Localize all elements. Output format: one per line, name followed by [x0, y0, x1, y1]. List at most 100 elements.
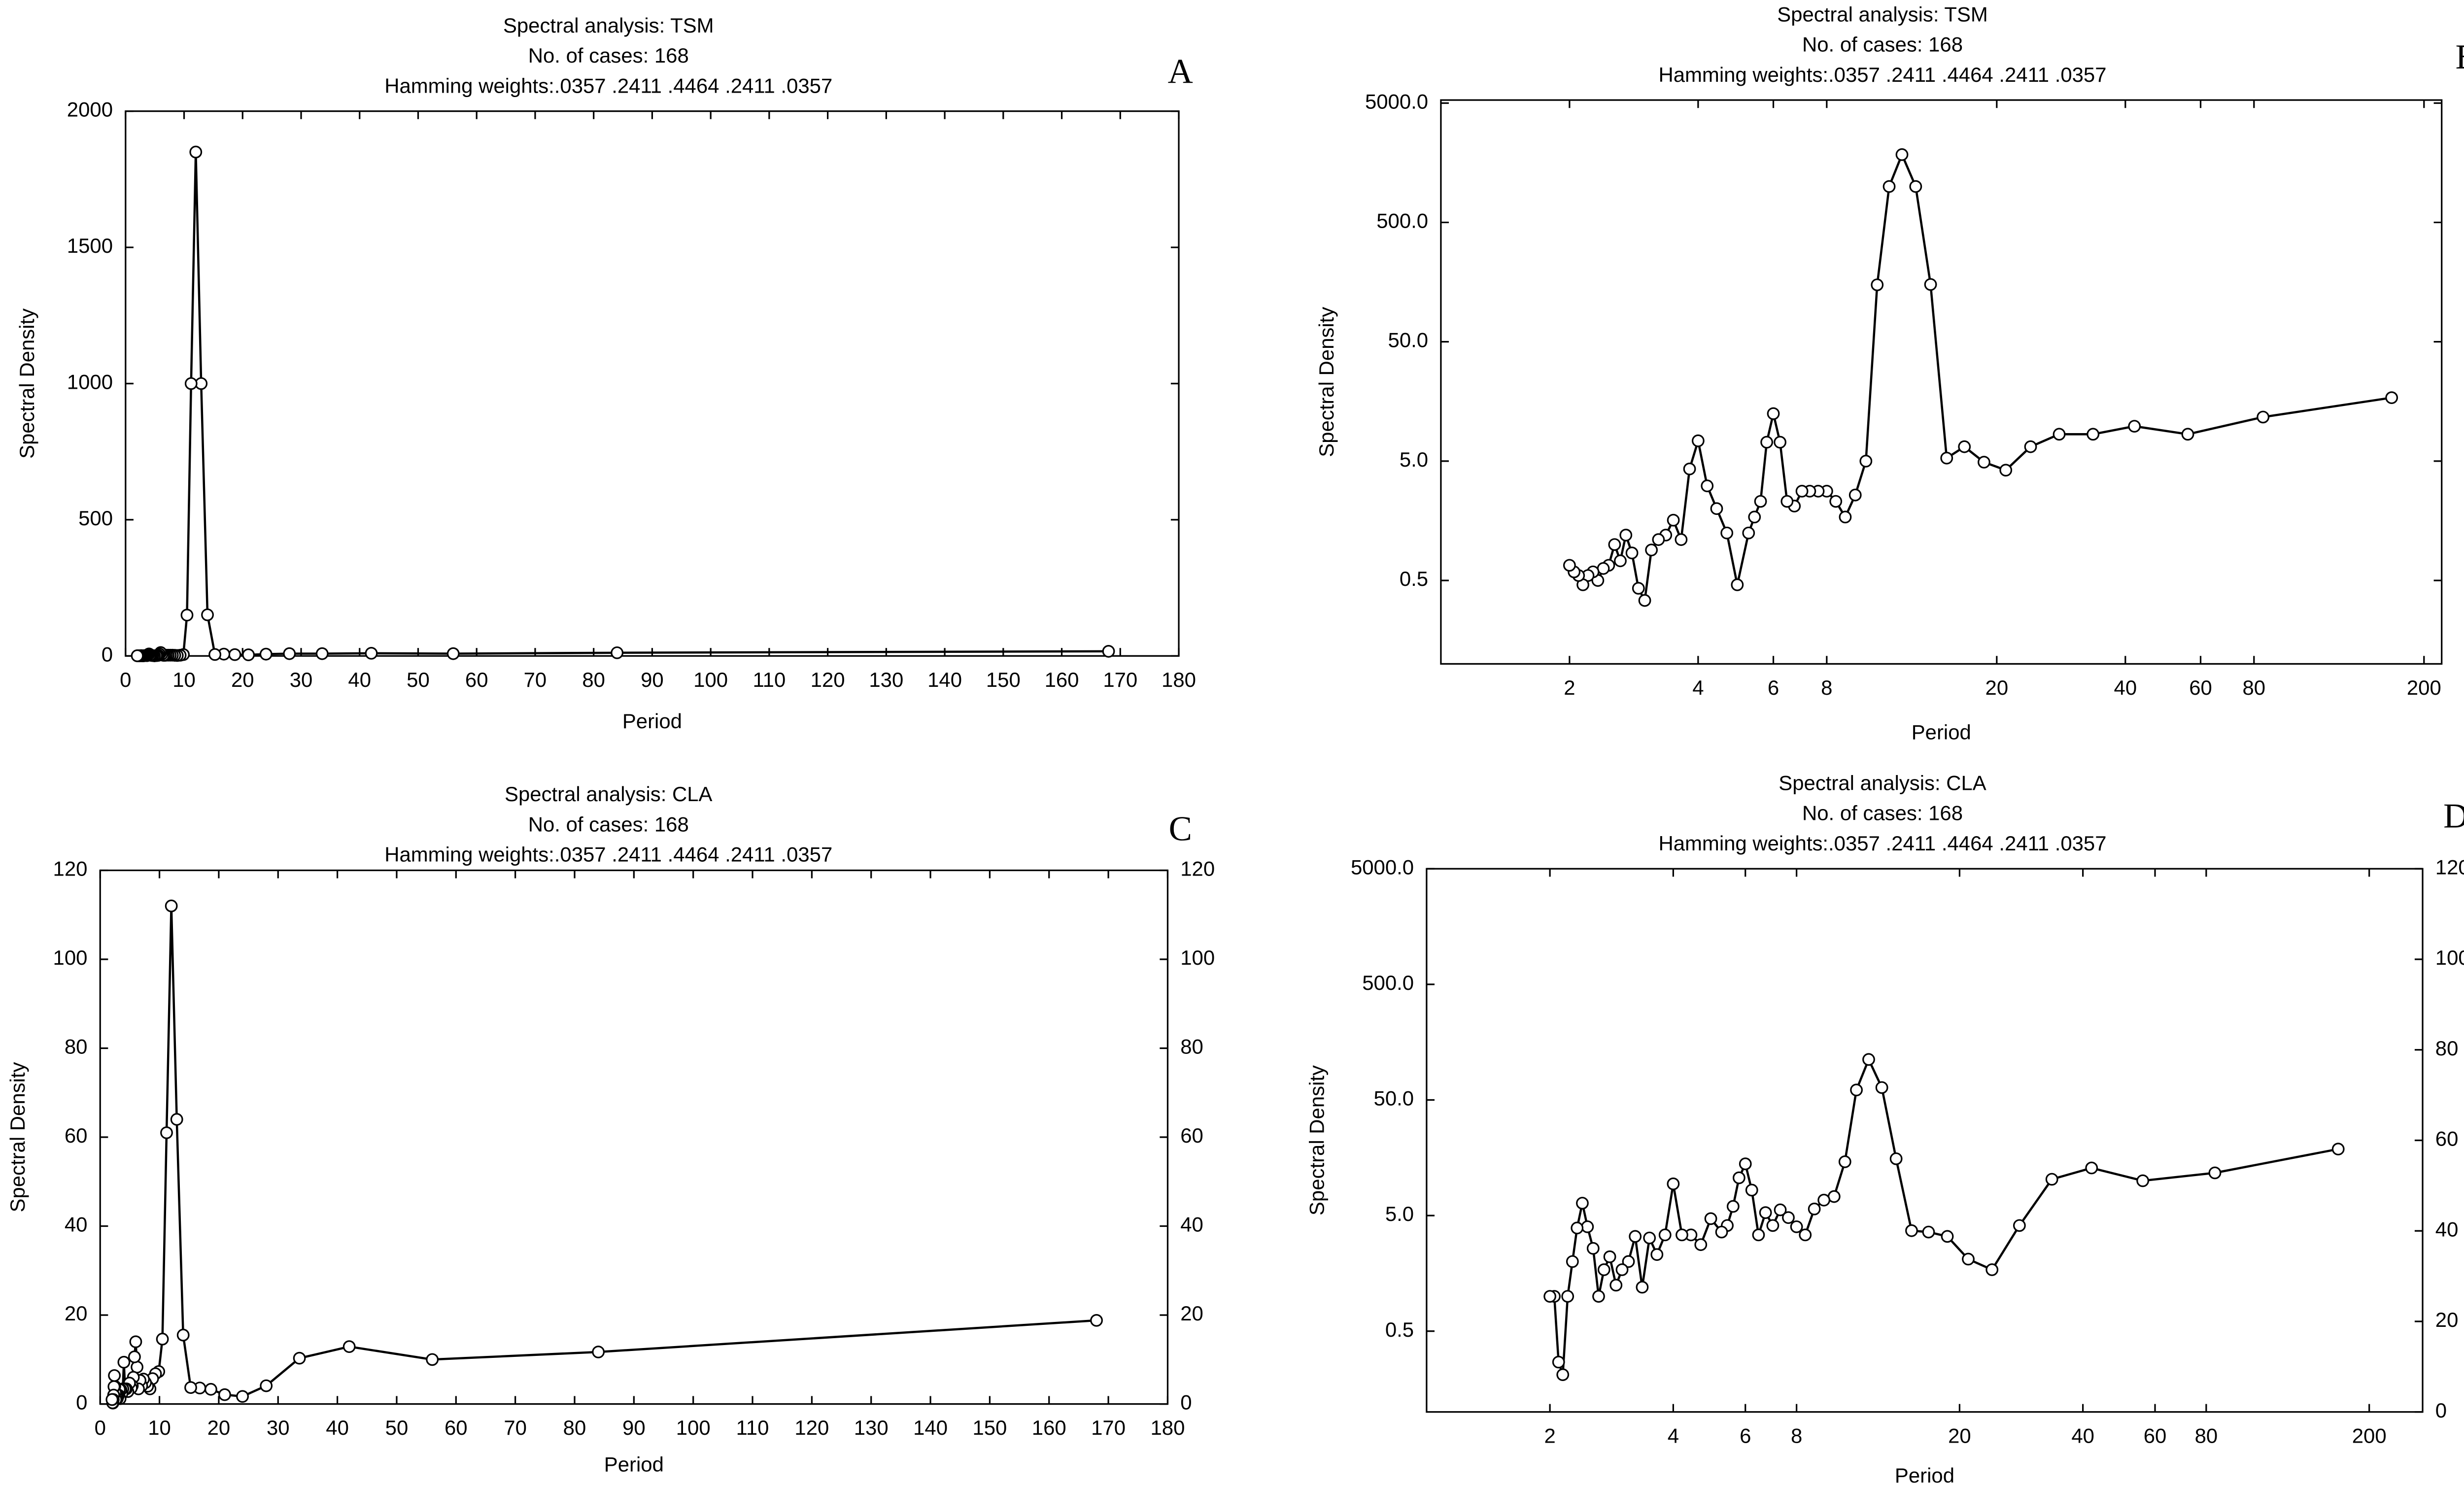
y-tick-label: 100 [53, 946, 88, 969]
data-point [1645, 543, 1658, 557]
data-point [1739, 1157, 1752, 1171]
data-point [201, 608, 214, 621]
data-point [1745, 1183, 1758, 1197]
x-tick-label: 130 [869, 668, 903, 691]
chart-annotation: Hamming weights:.0357 .2411 .4464 .2411 … [1659, 832, 2107, 855]
x-tick-label: 170 [1103, 668, 1137, 691]
x-tick-label: 140 [927, 668, 962, 691]
x-tick-label: 6 [1740, 1424, 1751, 1447]
y-axis-label: Spectral Density [6, 1062, 29, 1212]
data-point [426, 1353, 439, 1366]
data-point [365, 647, 378, 660]
y-tick-label: 120 [53, 857, 88, 880]
data-point [228, 648, 241, 661]
data-point [1895, 148, 1909, 161]
y-tick-label: 1000 [67, 371, 113, 394]
data-point [283, 647, 296, 660]
data-point [1586, 1242, 1600, 1255]
data-point [2208, 1166, 2222, 1180]
chart-annotation: Hamming weights:.0357 .2411 .4464 .2411 … [1659, 63, 2107, 86]
data-point [1850, 1083, 1863, 1097]
chart-annotation: Hamming weights:.0357 .2411 .4464 .2411 … [384, 843, 832, 866]
x-tick-label: 90 [622, 1416, 646, 1439]
data-point [1643, 1231, 1656, 1245]
x-tick-label: 60 [2144, 1424, 2167, 1447]
x-tick-label: 70 [504, 1416, 527, 1439]
data-point [342, 1340, 356, 1353]
x-tick-label: 130 [854, 1416, 889, 1439]
x-tick-label: 20 [207, 1416, 231, 1439]
data-point [2136, 1174, 2150, 1187]
data-point [2128, 420, 2141, 433]
y-axis-label: Spectral Density [1315, 307, 1338, 457]
y-tick-label: 20 [65, 1302, 88, 1325]
data-point [2024, 440, 2037, 453]
chart-subtitle: No. of cases: 168 [528, 44, 689, 67]
data-point [1889, 1152, 1903, 1165]
data-point [1940, 451, 1953, 465]
data-point [236, 1390, 249, 1403]
panel-label: C [1169, 810, 1192, 848]
data-point [2045, 1173, 2058, 1186]
y2-tick-label: 20 [2435, 1308, 2459, 1331]
y-axis-label: Spectral Density [1305, 1065, 1329, 1215]
data-point [1576, 1197, 1589, 1210]
data-point [1694, 1238, 1708, 1251]
y2-tick-label: 20 [1180, 1302, 1203, 1325]
y-axis-label: Spectral Density [15, 308, 38, 459]
data-point [1609, 1279, 1623, 1292]
x-tick-label: 10 [172, 668, 196, 691]
x-axis-label: Period [1912, 720, 1971, 743]
data-point [1704, 1212, 1717, 1225]
data-point [259, 647, 273, 661]
y-tick-label: 5.0 [1385, 1202, 1414, 1225]
data-point [592, 1346, 605, 1358]
x-tick-label: 40 [326, 1416, 349, 1439]
x-tick-label: 30 [290, 668, 313, 691]
x-tick-label: 2 [1544, 1424, 1555, 1447]
x-tick-label: 50 [385, 1416, 409, 1439]
data-point [611, 646, 624, 659]
data-point [1748, 510, 1761, 524]
x-tick-label: 100 [693, 668, 728, 691]
x-tick-label: 6 [1768, 676, 1779, 699]
y-tick-label: 0 [102, 642, 113, 666]
x-tick-label: 70 [524, 668, 547, 691]
data-point [184, 377, 198, 390]
data-point [1683, 462, 1696, 475]
data-point [156, 1332, 169, 1346]
data-point [1614, 554, 1627, 568]
x-tick-label: 4 [1668, 1424, 1679, 1447]
y-tick-label: 2000 [67, 98, 113, 121]
data-point [2053, 428, 2066, 441]
y-tick-label: 5.0 [1400, 448, 1428, 471]
panel-label: B [2456, 38, 2464, 76]
data-point [1838, 1155, 1851, 1168]
data-point [1543, 1290, 1557, 1303]
x-tick-label: 20 [1948, 1424, 1971, 1447]
panel-label: A [1168, 52, 1193, 91]
data-point [2385, 391, 2398, 405]
x-tick-label: 60 [465, 668, 488, 691]
y2-tick-label: 60 [2435, 1127, 2459, 1150]
x-tick-label: 2 [1564, 676, 1575, 699]
data-point [1675, 533, 1688, 546]
x-tick-label: 20 [231, 668, 254, 691]
x-tick-label: 160 [1045, 668, 1079, 691]
data-point [1701, 479, 1714, 493]
data-point [2257, 410, 2270, 424]
data-point [1962, 1252, 1975, 1266]
data-point [108, 1369, 121, 1382]
data-point [1552, 1355, 1565, 1369]
chart-title: Spectral analysis: CLA [505, 782, 712, 806]
data-point [1691, 434, 1705, 447]
y-tick-label: 50.0 [1388, 329, 1429, 352]
y2-tick-label: 0 [2435, 1399, 2447, 1422]
data-point [1754, 495, 1767, 508]
y-tick-label: 500.0 [1362, 971, 1414, 994]
y-tick-label: 0.5 [1400, 567, 1428, 590]
data-point [170, 1113, 183, 1126]
plot-frame [99, 869, 1169, 1405]
data-point [1731, 578, 1744, 591]
